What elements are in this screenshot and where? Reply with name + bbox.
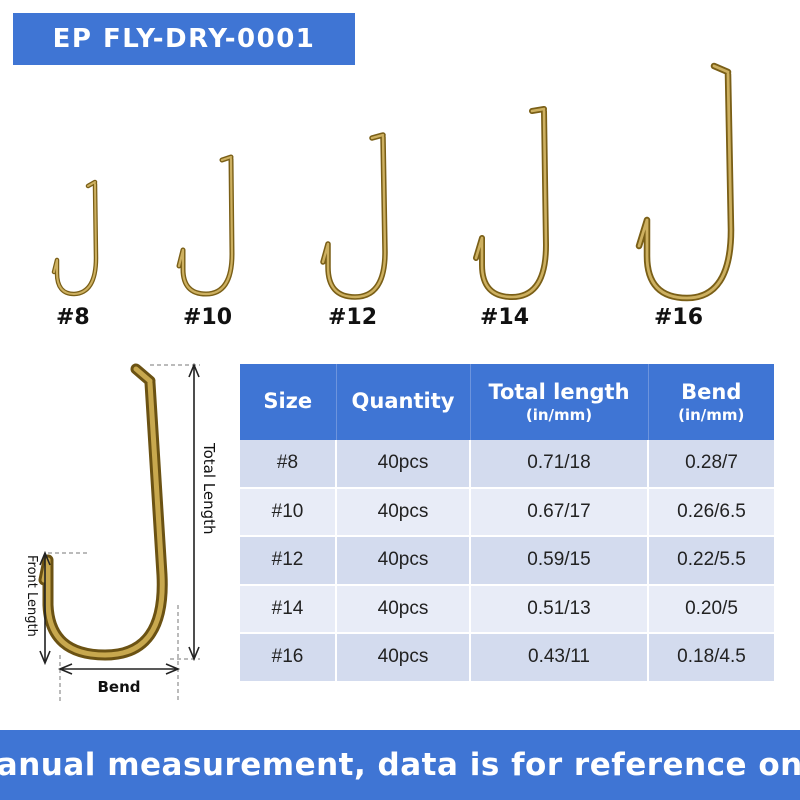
table-header-row: Size Quantity Total length (in/mm) Bend (i… xyxy=(240,364,774,440)
cell-bend: 0.28/7 xyxy=(648,440,774,489)
cell-quantity: 40pcs xyxy=(336,584,471,634)
hook-image-size-16 xyxy=(635,62,735,302)
cell-size: #14 xyxy=(240,584,337,634)
cell-total-length: 0.51/13 xyxy=(470,584,649,634)
cell-size: #10 xyxy=(240,487,337,537)
product-code-badge: EP FLY-DRY-0001 xyxy=(13,13,355,65)
cell-quantity: 40pcs xyxy=(336,536,471,586)
table-row: #14 40pcs 0.51/13 0.20/5 xyxy=(240,584,774,634)
cell-size: #12 xyxy=(240,536,337,586)
cell-quantity: 40pcs xyxy=(336,440,471,489)
measurement-diagram: Total Length Front Length Bend xyxy=(24,362,218,701)
cell-size: #8 xyxy=(240,440,337,489)
cell-bend: 0.22/5.5 xyxy=(648,536,774,586)
column-header-bend: Bend (in/mm) xyxy=(648,364,774,440)
hook-size-label: #14 xyxy=(480,305,530,330)
bend-label: Bend xyxy=(97,678,140,696)
table-row: #12 40pcs 0.59/15 0.22/5.5 xyxy=(240,536,774,586)
total-length-label: Total Length xyxy=(200,442,218,535)
cell-total-length: 0.67/17 xyxy=(470,487,649,537)
disclaimer-banner: Manual measurement, data is for referenc… xyxy=(0,730,800,800)
cell-total-length: 0.43/11 xyxy=(470,633,649,683)
cell-bend: 0.26/6.5 xyxy=(648,487,774,537)
hook-image-size-10 xyxy=(176,154,235,297)
cell-quantity: 40pcs xyxy=(336,487,471,537)
column-header-quantity: Quantity xyxy=(336,364,471,440)
table-row: #10 40pcs 0.67/17 0.26/6.5 xyxy=(240,487,774,537)
table-row: #16 40pcs 0.43/11 0.18/4.5 xyxy=(240,633,774,683)
spec-table: Size Quantity Total length (in/mm) Bend (i… xyxy=(240,364,774,683)
diagram-hook xyxy=(38,363,168,661)
hook-image-size-8 xyxy=(51,179,99,297)
cell-bend: 0.20/5 xyxy=(648,584,774,634)
cell-bend: 0.18/4.5 xyxy=(648,633,774,683)
hook-image-size-12 xyxy=(320,132,388,300)
cell-quantity: 40pcs xyxy=(336,633,471,683)
product-code: EP FLY-DRY-0001 xyxy=(52,24,316,54)
hook-size-label: #16 xyxy=(654,305,704,330)
front-length-label: Front Length xyxy=(24,555,39,637)
hook-lineup: #8 #10 #12 #14 #16 xyxy=(0,60,800,340)
cell-size: #16 xyxy=(240,633,337,683)
table-row: #8 40pcs 0.71/18 0.28/7 xyxy=(240,440,774,489)
column-header-total-length: Total length (in/mm) xyxy=(470,364,649,440)
hook-size-label: #10 xyxy=(183,305,233,330)
cell-total-length: 0.59/15 xyxy=(470,536,649,586)
disclaimer-text: Manual measurement, data is for referenc… xyxy=(0,747,800,783)
hook-size-label: #8 xyxy=(56,305,90,330)
column-header-size: Size xyxy=(240,364,337,440)
hook-size-label: #12 xyxy=(328,305,378,330)
hook-image-size-14 xyxy=(473,106,550,301)
cell-total-length: 0.71/18 xyxy=(470,440,649,489)
